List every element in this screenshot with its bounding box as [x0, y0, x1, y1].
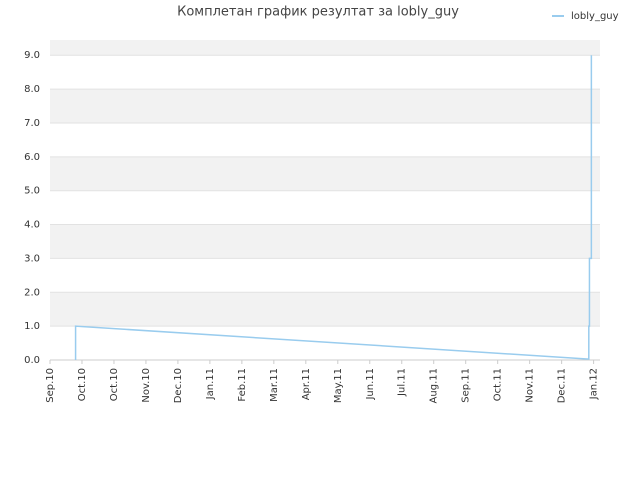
- y-tick-label: 7.0: [24, 118, 40, 129]
- x-tick-label: Sep.11: [461, 368, 472, 403]
- data-line: [74, 55, 593, 360]
- x-tick-label: Jan.11: [205, 368, 216, 400]
- x-tick-label: Jun.11: [365, 368, 376, 401]
- x-tick-label: Sep.10: [45, 368, 56, 403]
- x-tick-label: Jan.12: [589, 368, 600, 400]
- y-tick-label: 1.0: [24, 321, 40, 332]
- x-tick-label: Feb.11: [237, 368, 248, 402]
- band: [50, 89, 600, 123]
- y-tick-label: 2.0: [24, 287, 40, 298]
- y-tick-label: 8.0: [24, 84, 40, 95]
- y-tick-label: 3.0: [24, 253, 40, 264]
- x-tick-label: Aug.11: [429, 368, 440, 403]
- x-tick-label: May.11: [333, 368, 344, 403]
- band: [50, 224, 600, 259]
- band: [50, 156, 600, 191]
- x-tick-label: Oct.11: [493, 368, 504, 401]
- band: [50, 40, 600, 56]
- x-tick-label: Nov.10: [141, 368, 152, 403]
- y-tick-label: 5.0: [24, 186, 40, 197]
- x-tick-label: Apr.11: [301, 368, 312, 400]
- x-tick-label: Oct.10: [109, 368, 120, 401]
- x-tick-label: Oct.10: [77, 368, 88, 401]
- y-tick-label: 9.0: [24, 50, 40, 61]
- x-tick-label: Jul.11: [397, 368, 408, 397]
- chart-title: Комплетан график резултат за lobly_guy: [177, 5, 459, 20]
- y-tick-label: 0.0: [24, 355, 40, 366]
- y-tick-label: 6.0: [24, 152, 40, 163]
- x-tick-label: Nov.11: [525, 368, 536, 403]
- x-tick-label: Mar.11: [269, 368, 280, 402]
- x-tick-label: Dec.11: [557, 368, 568, 403]
- x-tick-label: Dec.10: [173, 368, 184, 403]
- y-tick-label: 4.0: [24, 220, 40, 231]
- band: [50, 292, 600, 327]
- legend-label: lobly_guy: [571, 11, 619, 22]
